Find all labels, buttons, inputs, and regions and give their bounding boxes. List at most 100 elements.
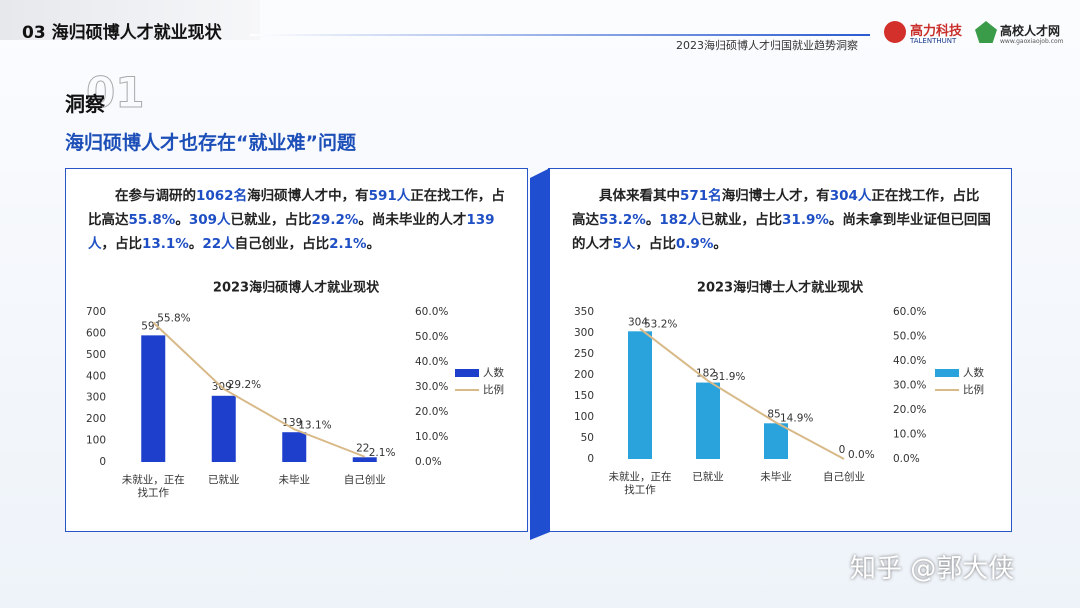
watermark: 知乎 @郭大侠 bbox=[850, 554, 1015, 584]
bar bbox=[352, 457, 377, 462]
x-tick-label: 自己创业 bbox=[343, 474, 386, 486]
x-tick-label: 未就业，正在找工作 bbox=[121, 474, 185, 499]
text-segment: 。尚未拿到毕业证但已回国的人才 bbox=[572, 212, 991, 252]
text-segment: 已就业，占比 bbox=[701, 212, 783, 228]
text-segment: 海归硕博人才中，有 bbox=[247, 188, 369, 204]
chart-title: 2023海归硕博人才就业现状 bbox=[213, 280, 380, 296]
text-segment: 海归博士人才，有 bbox=[721, 188, 830, 204]
y-tick-label: 500 bbox=[86, 349, 106, 361]
text-segment: 53.2% bbox=[599, 212, 646, 228]
x-tick-label: 已就业 bbox=[208, 474, 240, 486]
header-rule bbox=[250, 34, 870, 36]
text-segment: 139人 bbox=[88, 212, 495, 252]
text-segment: 在参与调研的 bbox=[115, 188, 196, 204]
x-tick-label-box: 自己创业 bbox=[343, 474, 386, 486]
text-segment: 0.9% bbox=[675, 236, 714, 252]
x-tick-label-box: 已就业 bbox=[692, 471, 724, 483]
chart-title: 2023海归博士人才就业现状 bbox=[697, 280, 864, 296]
heading-label: 洞察 bbox=[65, 92, 105, 116]
bar bbox=[141, 335, 166, 462]
x-tick-label: 未毕业 bbox=[278, 474, 311, 486]
text-segment: 2.1% bbox=[329, 236, 367, 252]
text-segment: 。 bbox=[175, 212, 189, 228]
bar bbox=[211, 395, 236, 462]
data-label: 85 bbox=[767, 408, 780, 420]
data-label: 591 bbox=[141, 320, 161, 332]
text-segment: 182人 bbox=[659, 212, 702, 228]
text-segment: 5人 bbox=[612, 236, 636, 252]
x-tick-label-box: 自己创业 bbox=[823, 471, 865, 483]
y-tick-label: 200 bbox=[574, 369, 594, 381]
y2-tick-label: 40.0% bbox=[893, 355, 926, 367]
y-tick-label: 700 bbox=[86, 306, 106, 318]
text-segment: 。 bbox=[713, 236, 727, 252]
subtitle: 2023海归硕博人才归国就业趋势洞察 bbox=[676, 39, 858, 52]
y2-tick-label: 60.0% bbox=[893, 306, 926, 318]
text-segment: ，占比 bbox=[101, 236, 143, 252]
y-tick-label: 350 bbox=[574, 306, 594, 318]
y2-tick-label: 60.0% bbox=[415, 306, 448, 318]
x-tick-label: 自己创业 bbox=[823, 471, 865, 483]
x-tick-label-box: 未毕业 bbox=[760, 471, 792, 483]
header-bar bbox=[0, 0, 260, 40]
bar bbox=[628, 331, 652, 459]
paragraph: 在参与调研的1062名海归硕博人才中，有591人正在找工作，占比高达55.8%。… bbox=[88, 184, 508, 256]
logo-text-en: TALENTHUNT bbox=[910, 37, 957, 45]
paragraph: 具体来看其中571名海归博士人才，有304人正在找工作，占比高达53.2%。18… bbox=[572, 184, 992, 256]
x-tick-label: 未毕业 bbox=[760, 471, 792, 483]
y2-tick-label: 20.0% bbox=[415, 406, 448, 418]
line bbox=[639, 327, 845, 460]
x-tick-label-box: 未就业，正在找工作 bbox=[121, 474, 185, 499]
x-tick-label-box: 已就业 bbox=[208, 474, 240, 486]
y2-tick-label: 50.0% bbox=[415, 331, 448, 343]
y2-tick-label: 10.0% bbox=[893, 429, 926, 441]
y2-tick-label: 10.0% bbox=[415, 431, 448, 443]
y-tick-label: 300 bbox=[86, 392, 106, 404]
text-segment: 29.2% bbox=[311, 212, 359, 228]
text-segment: 。 bbox=[645, 212, 660, 228]
text-segment: 309人 bbox=[188, 212, 231, 228]
data-label: 22 bbox=[356, 442, 369, 454]
text-segment: 正在找工作，占比高达 bbox=[88, 188, 505, 228]
legend-swatch bbox=[935, 369, 959, 377]
logo-url: www.gaoxiaojob.com bbox=[1000, 38, 1064, 45]
bar bbox=[282, 432, 307, 462]
logo-text: 高力科技 bbox=[910, 24, 963, 39]
y-tick-label: 250 bbox=[574, 348, 594, 360]
text-segment: 22人 bbox=[202, 236, 235, 252]
text-segment: 。 bbox=[366, 236, 381, 252]
data-label: 0 bbox=[839, 444, 846, 456]
bar bbox=[696, 382, 720, 459]
y-tick-label: 400 bbox=[86, 370, 106, 382]
text-segment: 具体来看其中 bbox=[599, 188, 680, 204]
legend-label: 人数 bbox=[963, 366, 984, 379]
text-segment: 55.8% bbox=[128, 212, 176, 228]
data-label: 55.8% bbox=[157, 313, 190, 325]
y-tick-label: 600 bbox=[86, 327, 106, 339]
y2-tick-label: 30.0% bbox=[415, 381, 448, 393]
heading-number: 01 bbox=[85, 68, 145, 118]
text-segment: 已就业，占比 bbox=[230, 212, 312, 228]
data-label: 0.0% bbox=[848, 449, 875, 461]
data-label: 13.1% bbox=[298, 419, 331, 431]
legend-label: 比例 bbox=[963, 383, 984, 396]
legend-swatch bbox=[455, 369, 479, 377]
logo-icon bbox=[975, 21, 997, 43]
x-tick-label: 已就业 bbox=[692, 471, 724, 483]
y2-tick-label: 40.0% bbox=[415, 356, 448, 368]
y2-tick-label: 0.0% bbox=[893, 453, 920, 465]
y-tick-label: 0 bbox=[99, 456, 106, 468]
legend-label: 人数 bbox=[483, 366, 504, 379]
y2-tick-label: 0.0% bbox=[415, 456, 442, 468]
data-label: 31.9% bbox=[712, 371, 745, 383]
text-segment: 571名 bbox=[680, 188, 722, 204]
y-tick-label: 0 bbox=[587, 453, 594, 465]
x-tick-label-box: 未就业，正在找工作 bbox=[609, 471, 672, 496]
y-tick-label: 100 bbox=[86, 435, 106, 447]
bar bbox=[764, 423, 788, 459]
y-tick-label: 200 bbox=[86, 413, 106, 425]
y-tick-label: 50 bbox=[581, 432, 594, 444]
logo-icon bbox=[884, 21, 906, 43]
